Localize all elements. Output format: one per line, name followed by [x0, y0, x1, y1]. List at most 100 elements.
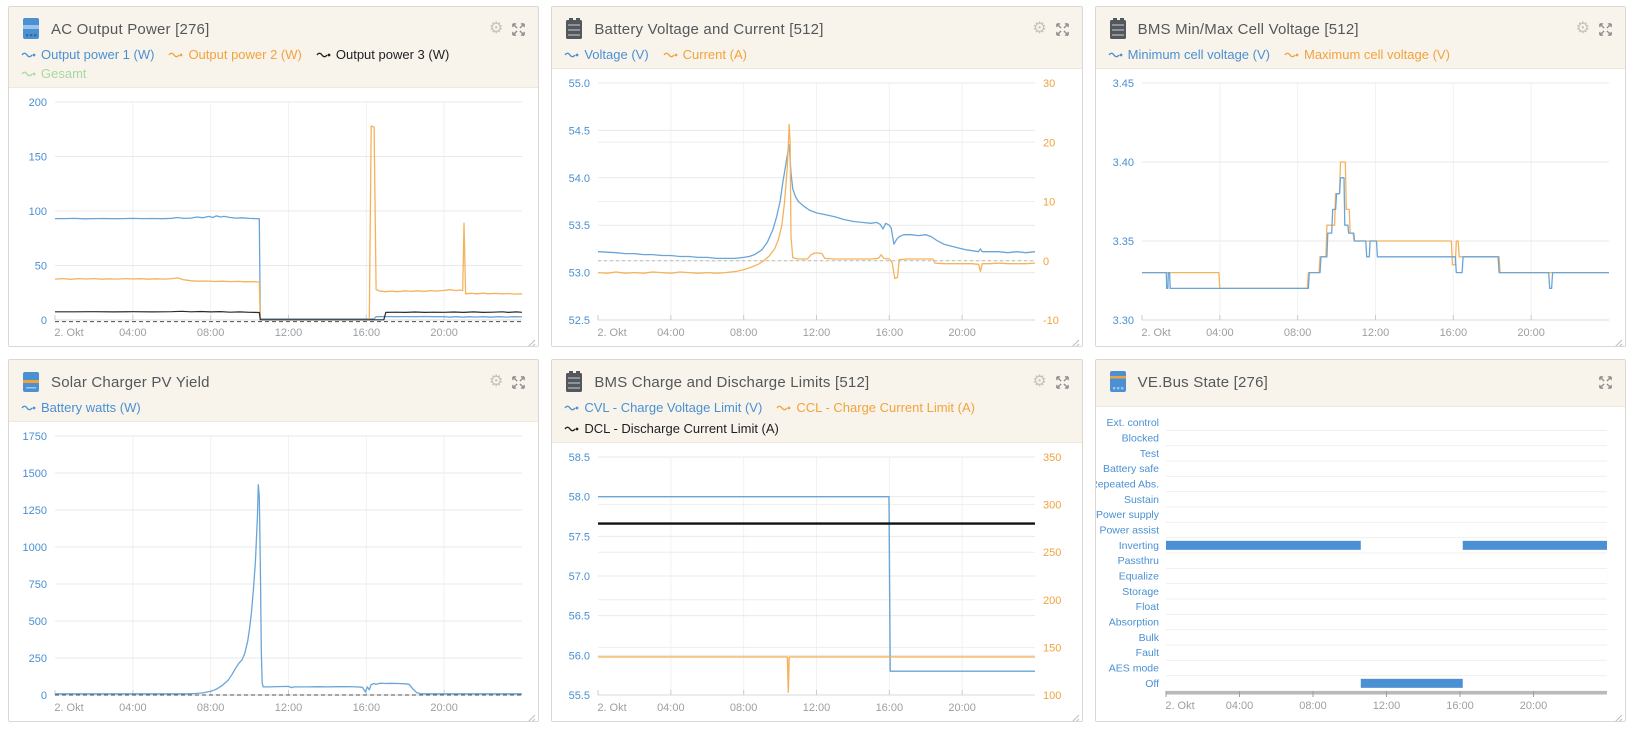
legend-label: Output power 3 (W) [335, 47, 450, 62]
svg-text:53.5: 53.5 [569, 220, 590, 232]
chart-ac-output-power[interactable]: 0 50 100 150 200 2. Okt 04:00 08:00 12:00 16:00 20… [9, 88, 539, 346]
svg-text:3.30: 3.30 [1112, 315, 1133, 327]
svg-text:50: 50 [35, 261, 47, 273]
legend: Voltage (V) Current (A) [564, 47, 1069, 62]
legend: Battery watts (W) [21, 400, 526, 415]
svg-text:Battery safe: Battery safe [1103, 463, 1159, 475]
chart-battery-voltage-current[interactable]: 52.5 53.0 53.5 54.0 54.5 55.0 -10 0 10 20 30 2. Okt… [552, 69, 1082, 346]
panel-ac-output-power: AC Output Power [276] ⚙ Output power 1 (… [8, 6, 540, 347]
svg-text:Storage: Storage [1122, 586, 1159, 598]
svg-text:3.35: 3.35 [1112, 236, 1133, 248]
svg-text:3.40: 3.40 [1112, 157, 1133, 169]
legend-item[interactable]: Output power 2 (W) [168, 47, 302, 62]
svg-text:12:00: 12:00 [803, 702, 831, 714]
svg-text:08:00: 08:00 [197, 702, 225, 714]
svg-text:12:00: 12:00 [275, 327, 303, 339]
legend-item[interactable]: Minimum cell voltage (V) [1108, 47, 1270, 62]
svg-text:Off: Off [1145, 678, 1159, 690]
legend-item[interactable]: Voltage (V) [564, 47, 649, 62]
resize-grip[interactable] [1071, 335, 1080, 346]
panel-header: BMS Charge and Discharge Limits [512] ⚙ … [552, 360, 1082, 443]
gear-icon[interactable]: ⚙ [488, 373, 504, 390]
resize-grip[interactable] [1071, 710, 1080, 721]
svg-text:30: 30 [1043, 78, 1055, 90]
svg-text:20:00: 20:00 [1517, 327, 1545, 339]
svg-text:12:00: 12:00 [1361, 327, 1389, 339]
svg-text:20: 20 [1043, 137, 1055, 149]
legend-item[interactable]: DCL - Discharge Current Limit (A) [564, 421, 779, 436]
expand-icon[interactable] [1055, 375, 1070, 390]
svg-text:20:00: 20:00 [430, 702, 458, 714]
svg-text:Ext. control: Ext. control [1106, 417, 1159, 429]
svg-text:04:00: 04:00 [1225, 700, 1253, 712]
svg-text:52.5: 52.5 [569, 315, 590, 327]
legend: DCL - Discharge Current Limit (A) [564, 421, 1069, 436]
gear-icon[interactable]: ⚙ [1575, 20, 1590, 37]
panel-bms-minmax-cell-voltage: BMS Min/Max Cell Voltage [512] ⚙ Minimum… [1094, 6, 1626, 347]
svg-text:08:00: 08:00 [730, 702, 758, 714]
svg-text:16:00: 16:00 [1446, 700, 1474, 712]
svg-text:1250: 1250 [23, 505, 47, 517]
panel-title: BMS Min/Max Cell Voltage [512] [1137, 20, 1359, 38]
expand-icon[interactable] [1598, 22, 1613, 37]
battery-icon [564, 17, 584, 41]
resize-grip[interactable] [527, 335, 536, 346]
svg-text:2. Okt: 2. Okt [54, 702, 83, 714]
svg-text:10: 10 [1043, 197, 1055, 209]
resize-grip[interactable] [527, 710, 536, 721]
svg-text:150: 150 [29, 152, 47, 164]
svg-text:Blocked: Blocked [1121, 433, 1159, 445]
legend-item[interactable]: Current (A) [663, 47, 747, 62]
svg-text:Sustain: Sustain [1124, 494, 1159, 506]
svg-text:12:00: 12:00 [275, 702, 303, 714]
svg-text:200: 200 [1043, 595, 1061, 607]
legend-item[interactable]: CCL - Charge Current Limit (A) [776, 400, 975, 415]
gear-icon[interactable]: ⚙ [1032, 20, 1047, 37]
svg-text:20:00: 20:00 [949, 702, 977, 714]
svg-text:16:00: 16:00 [876, 702, 904, 714]
resize-grip[interactable] [1614, 335, 1623, 346]
expand-icon[interactable] [1598, 375, 1613, 390]
svg-text:04:00: 04:00 [119, 702, 147, 714]
legend-item[interactable]: Battery watts (W) [21, 400, 141, 415]
chart-bms-minmax-cell-voltage[interactable]: 3.30 3.35 3.40 3.45 2. Okt 04:00 08:00 12:00 16:… [1095, 69, 1625, 346]
svg-text:0: 0 [41, 315, 47, 327]
svg-text:2. Okt: 2. Okt [598, 327, 627, 339]
legend-item[interactable]: Output power 3 (W) [316, 47, 449, 62]
svg-text:04:00: 04:00 [657, 702, 685, 714]
panel-bms-charge-discharge-limits: BMS Charge and Discharge Limits [512] ⚙ … [551, 359, 1083, 722]
svg-text:55.5: 55.5 [569, 690, 590, 702]
expand-icon[interactable] [1055, 22, 1070, 37]
legend-label: Minimum cell voltage (V) [1127, 47, 1270, 62]
resize-grip[interactable] [1614, 710, 1623, 721]
expand-icon[interactable] [511, 375, 526, 390]
gear-icon[interactable]: ⚙ [488, 20, 504, 37]
legend-item[interactable]: Gesamt [21, 66, 87, 81]
svg-text:Fault: Fault [1135, 647, 1158, 659]
legend-item[interactable]: CVL - Charge Voltage Limit (V) [564, 400, 762, 415]
panel-title: BMS Charge and Discharge Limits [512] [594, 373, 870, 391]
gear-icon[interactable]: ⚙ [1032, 373, 1047, 390]
svg-text:Bulk: Bulk [1138, 632, 1159, 644]
svg-text:Test: Test [1139, 448, 1158, 460]
legend-item[interactable]: Maximum cell voltage (V) [1284, 47, 1450, 62]
svg-text:Passthru: Passthru [1117, 555, 1159, 567]
legend-label: DCL - Discharge Current Limit (A) [584, 421, 779, 436]
svg-text:54.5: 54.5 [569, 125, 590, 137]
solar-charger-icon [21, 370, 41, 394]
expand-icon[interactable] [511, 22, 526, 37]
chart-vebus-state[interactable]: Ext. control Blocked Test Battery safe Repea… [1095, 407, 1625, 721]
legend-item[interactable]: Output power 1 (W) [21, 47, 154, 62]
chart-bms-charge-discharge-limits[interactable]: 55.5 56.0 56.5 57.0 57.5 58.0 58.5 100 150 200 250… [552, 443, 1082, 721]
svg-text:16:00: 16:00 [1439, 327, 1467, 339]
svg-text:08:00: 08:00 [197, 327, 225, 339]
battery-icon [1108, 17, 1128, 41]
inverter-icon [1108, 370, 1128, 394]
chart-solar-charger-pv-yield[interactable]: 0 250 500 750 1000 1250 1500 1750 2. Okt 04:00 08:… [9, 422, 539, 721]
svg-text:08:00: 08:00 [1299, 700, 1327, 712]
svg-text:20:00: 20:00 [430, 327, 458, 339]
svg-text:3.45: 3.45 [1112, 78, 1133, 90]
svg-text:Absorption: Absorption [1108, 617, 1158, 629]
svg-text:Power assist: Power assist [1099, 525, 1159, 537]
